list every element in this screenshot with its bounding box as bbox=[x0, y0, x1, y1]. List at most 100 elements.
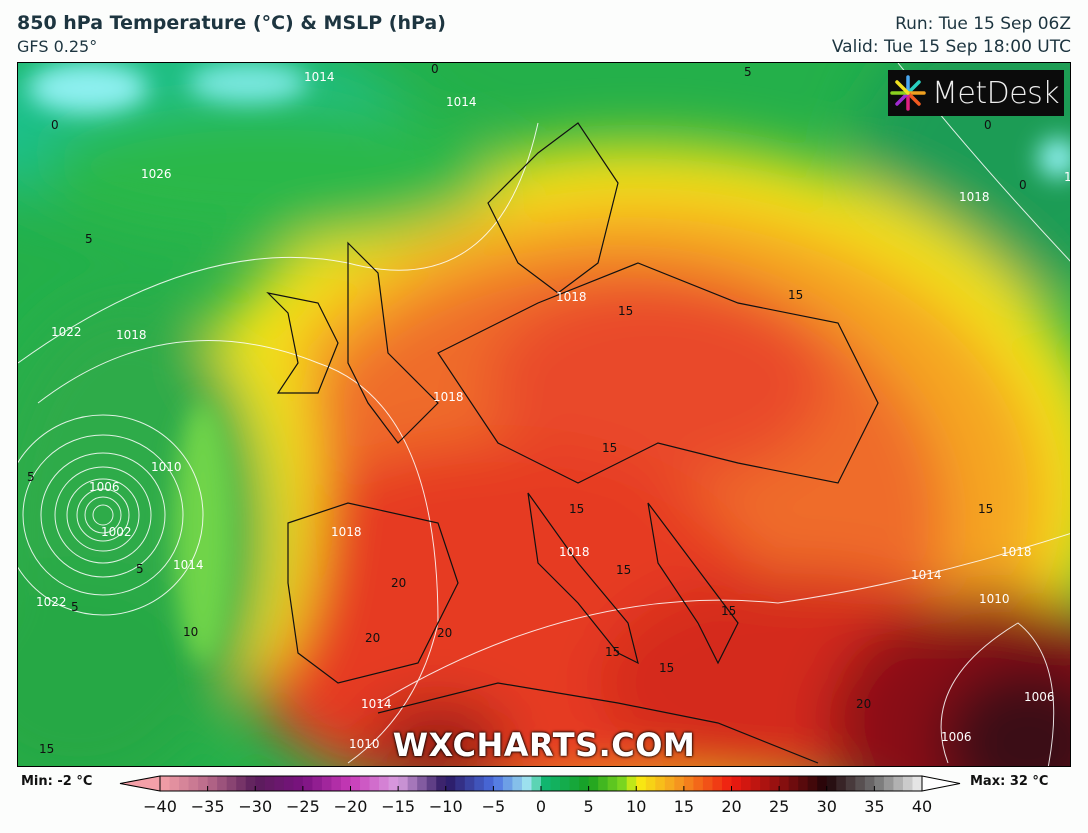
colorbar-extension bbox=[119, 775, 161, 792]
colorbar-segment bbox=[902, 776, 913, 791]
colorbar-segment bbox=[264, 776, 275, 791]
temperature-contour-label: 15 bbox=[618, 304, 633, 318]
colorbar-segment bbox=[379, 776, 390, 791]
temperature-contour-label: 15 bbox=[616, 563, 631, 577]
colorbar-tick-label: −15 bbox=[381, 797, 416, 816]
colorbar-segment bbox=[807, 776, 818, 791]
colorbar-segment bbox=[760, 776, 771, 791]
colorbar-tick-label: 20 bbox=[721, 797, 742, 816]
temperature-contour-label: 0 bbox=[984, 118, 992, 132]
isobar-label: 1014 bbox=[173, 558, 204, 572]
weather-map[interactable]: 0 0 0 0 5 5 5 5 5 10 15 15 15 15 15 15 15 15 15 15 20 20 20 20 1… bbox=[17, 62, 1071, 767]
isobar-label: 1018 bbox=[959, 190, 990, 204]
temperature-contour-label: 0 bbox=[51, 118, 59, 132]
colorbar-segment bbox=[874, 776, 885, 791]
colorbar-tick-label: 30 bbox=[816, 797, 837, 816]
colorbar-tick-label: −40 bbox=[143, 797, 177, 816]
colorbar-segment bbox=[693, 776, 704, 791]
colorbar-max: Max: 32 °C bbox=[970, 774, 1049, 789]
colorbar-tick-label: 40 bbox=[911, 797, 933, 816]
colorbar-segment bbox=[826, 776, 837, 791]
colorbar-tick-label: 15 bbox=[673, 797, 695, 816]
colorbar-segment bbox=[721, 776, 732, 791]
colorbar-segment bbox=[817, 776, 828, 791]
temperature-contour-label: 5 bbox=[744, 65, 752, 79]
temperature-contour-label: 20 bbox=[391, 576, 406, 590]
colorbar-segment bbox=[512, 776, 523, 791]
colorbar-segment bbox=[531, 776, 542, 791]
temperature-contour-label: 15 bbox=[602, 441, 617, 455]
colorbar-extension bbox=[921, 775, 961, 792]
isobar-label: 1018 bbox=[116, 328, 147, 342]
temperature-contour-label: 15 bbox=[605, 645, 620, 659]
colorbar-tick-label: −25 bbox=[285, 797, 320, 816]
logo-text: MetDesk bbox=[932, 75, 1060, 111]
colorbar-tick-label: 0 bbox=[535, 797, 547, 816]
colorbar-segment bbox=[321, 776, 332, 791]
colorbar-segment bbox=[160, 776, 171, 791]
colorbar-segment bbox=[845, 776, 856, 791]
colorbar-segment bbox=[798, 776, 809, 791]
colorbar-segment bbox=[731, 776, 742, 791]
colorbar-tick-label: 25 bbox=[768, 797, 790, 816]
colorbar-segment bbox=[350, 776, 361, 791]
temperature-contour-label: 20 bbox=[856, 697, 871, 711]
valid-time: Valid: Tue 15 Sep 18:00 UTC bbox=[831, 37, 1071, 57]
isobar-label: 1022 bbox=[51, 325, 82, 339]
colorbar-segment bbox=[369, 776, 380, 791]
colorbar-segment bbox=[674, 776, 685, 791]
temperature-field: 0 0 0 0 5 5 5 5 5 10 15 15 15 15 15 15 15 15 15 15 20 20 20 20 1… bbox=[18, 63, 1070, 766]
colorbar-segment bbox=[769, 776, 780, 791]
temperature-contour-label: 15 bbox=[978, 502, 993, 516]
colorbar-segment bbox=[502, 776, 513, 791]
isobar-label: 1006 bbox=[941, 730, 972, 744]
colorbar-segment bbox=[636, 776, 647, 791]
colorbar-tick-label: −20 bbox=[333, 797, 368, 816]
colorbar-segment bbox=[207, 776, 218, 791]
colorbar-segment bbox=[664, 776, 675, 791]
isobar-label: 1018 bbox=[1001, 545, 1032, 559]
temperature-colorbar bbox=[119, 775, 961, 792]
colorbar-segment bbox=[217, 776, 228, 791]
isobar-label: 1006 bbox=[89, 480, 120, 494]
colorbar-segment bbox=[436, 776, 447, 791]
isobar-label: 1014 bbox=[304, 70, 335, 84]
colorbar-segment bbox=[293, 776, 304, 791]
metdesk-logo: MetDesk bbox=[888, 70, 1064, 116]
colorbar-segment bbox=[560, 776, 571, 791]
metdesk-flower-icon bbox=[890, 75, 926, 111]
colorbar-segment bbox=[912, 776, 923, 791]
colorbar-segment bbox=[169, 776, 180, 791]
colorbar-segment bbox=[750, 776, 761, 791]
colorbar-segment bbox=[855, 776, 866, 791]
chart-title: 850 hPa Temperature (°C) & MSLP (hPa) bbox=[17, 12, 446, 34]
watermark: WXCHARTS.COM bbox=[392, 726, 696, 764]
isobar-label: 1022 bbox=[36, 595, 67, 609]
isobar-label: 1010 bbox=[151, 460, 182, 474]
colorbar-segment bbox=[302, 776, 313, 791]
temperature-contour-label: 20 bbox=[365, 631, 380, 645]
isobar-label: 1002 bbox=[101, 525, 132, 539]
colorbar-segment bbox=[455, 776, 466, 791]
colorbar-segment bbox=[893, 776, 904, 791]
isobar-label: 1018 bbox=[559, 545, 590, 559]
colorbar-segment bbox=[398, 776, 409, 791]
colorbar-segment bbox=[426, 776, 437, 791]
temperature-contour-label: 5 bbox=[27, 470, 35, 484]
colorbar-segment bbox=[179, 776, 190, 791]
colorbar-segment bbox=[541, 776, 552, 791]
colorbar-tick-label: −10 bbox=[428, 797, 463, 816]
isobar-label: 1010 bbox=[349, 737, 380, 751]
colorbar-segment bbox=[226, 776, 237, 791]
temperature-contour-label: 5 bbox=[85, 232, 93, 246]
run-time: Run: Tue 15 Sep 06Z bbox=[895, 14, 1071, 34]
temperature-contour-label: 5 bbox=[71, 600, 79, 614]
colorbar-segment bbox=[360, 776, 371, 791]
colorbar-segment bbox=[245, 776, 256, 791]
colorbar-segment bbox=[702, 776, 713, 791]
temperature-contour-label: 15 bbox=[659, 661, 674, 675]
colorbar-segment bbox=[864, 776, 875, 791]
colorbar-segment bbox=[579, 776, 590, 791]
colorbar-segment bbox=[312, 776, 323, 791]
colorbar-tick-label: −35 bbox=[190, 797, 225, 816]
